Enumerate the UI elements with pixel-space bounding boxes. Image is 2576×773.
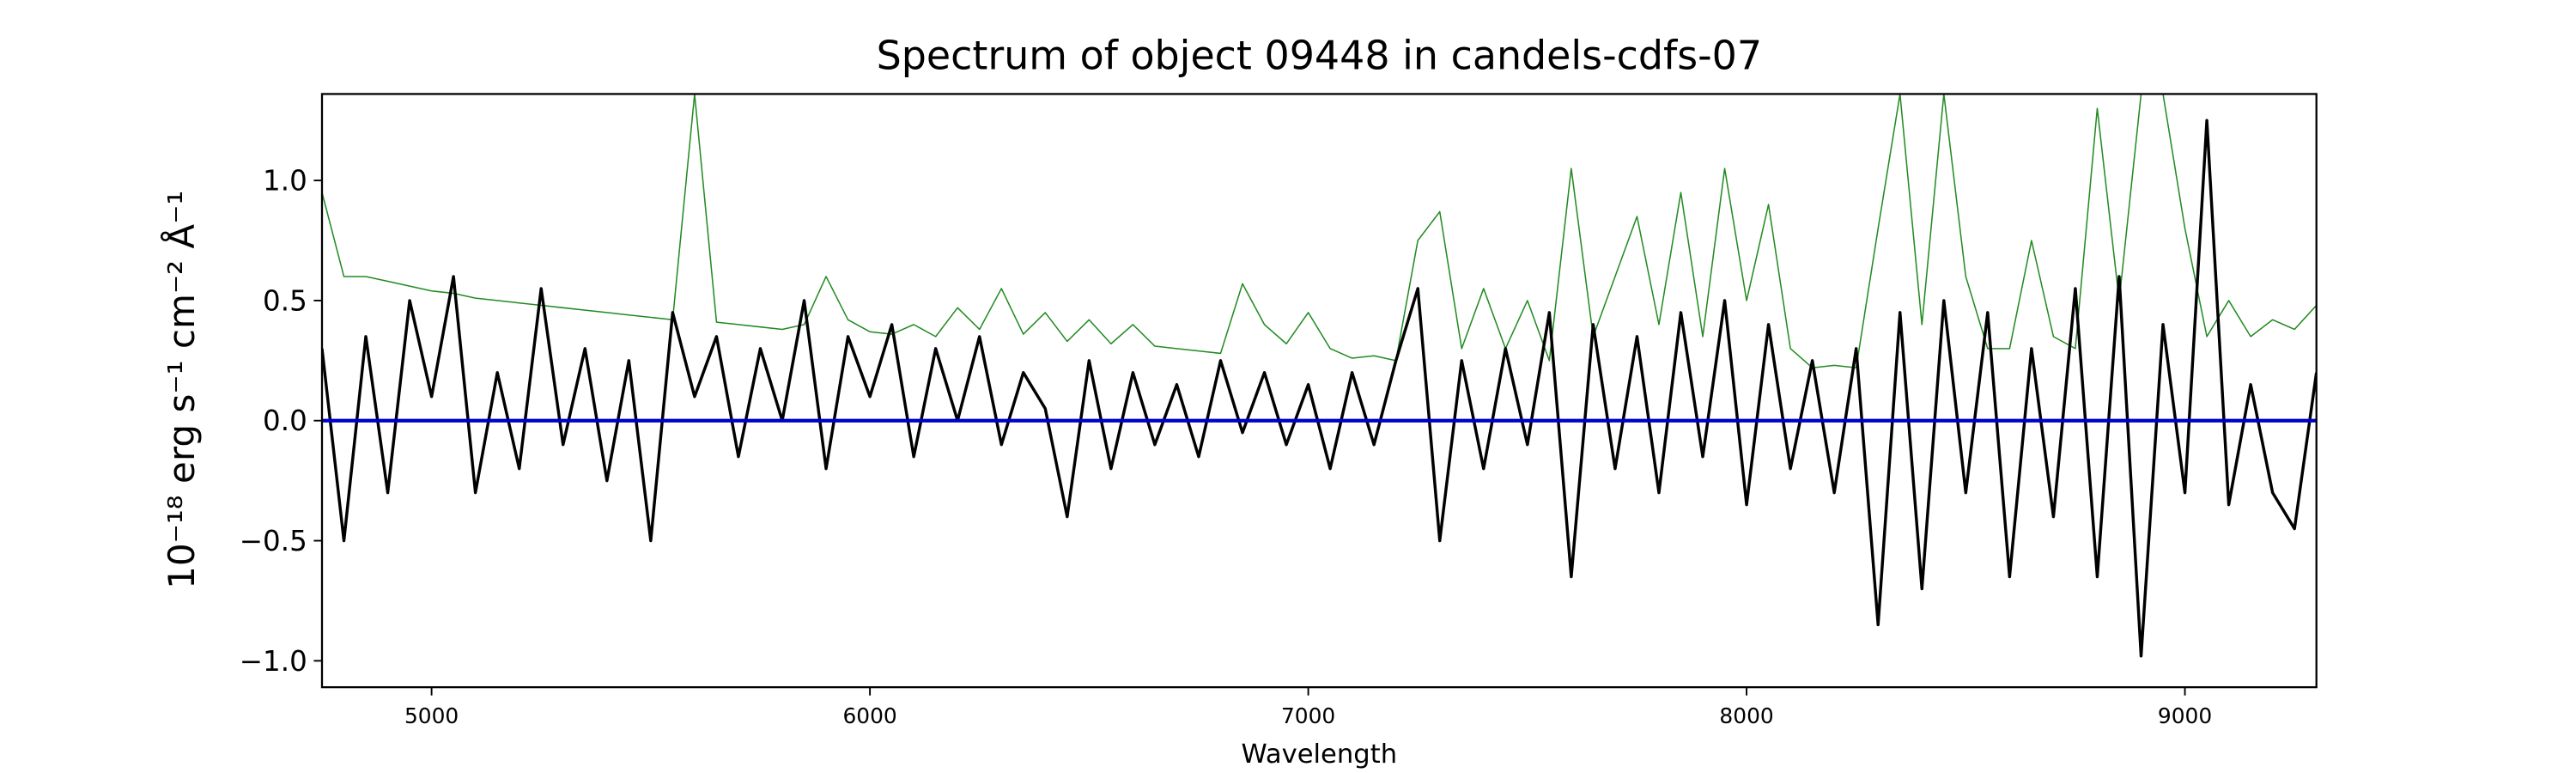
y-tick-label: −0.5: [240, 525, 307, 557]
plot-area: [322, 94, 2317, 658]
y-axis-label: 10⁻¹⁸ erg s⁻¹ cm⁻² Å⁻¹: [160, 191, 203, 589]
spectrum-line: [322, 94, 2317, 368]
x-tick-label: 6000: [842, 703, 896, 728]
x-tick-label: 5000: [404, 703, 459, 728]
x-tick-label: 9000: [2158, 703, 2212, 728]
plot-frame: [320, 93, 2318, 689]
y-tick-label: −1.0: [240, 645, 307, 678]
y-tick-label: 0.0: [263, 405, 307, 437]
spectrum-line: [322, 119, 2317, 658]
y-tick-label: 0.5: [263, 284, 307, 317]
y-tick-label: 1.0: [263, 165, 307, 198]
chart-title: Spectrum of object 09448 in candels-cdfs…: [877, 33, 1763, 79]
x-tick-label: 8000: [1719, 703, 1773, 728]
x-tick-label: 7000: [1281, 703, 1335, 728]
x-axis-label: Wavelength: [1242, 740, 1398, 770]
